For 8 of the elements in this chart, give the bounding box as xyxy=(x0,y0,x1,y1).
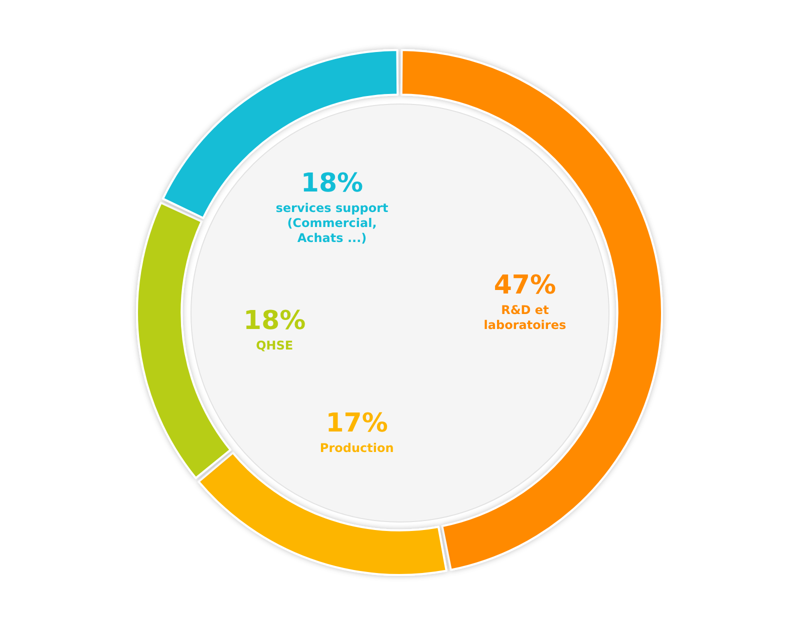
data-label: 18% xyxy=(300,168,364,199)
slice-label: R&D et laboratoires xyxy=(484,303,566,332)
data-label: 17% xyxy=(326,408,388,439)
data-label: 47% xyxy=(494,270,556,301)
slice-label: QHSE xyxy=(256,338,294,352)
slice-label: services support (Commercial, Achats ...) xyxy=(276,201,388,246)
slice-label: Production xyxy=(320,441,394,456)
data-label: 18% xyxy=(243,306,306,336)
